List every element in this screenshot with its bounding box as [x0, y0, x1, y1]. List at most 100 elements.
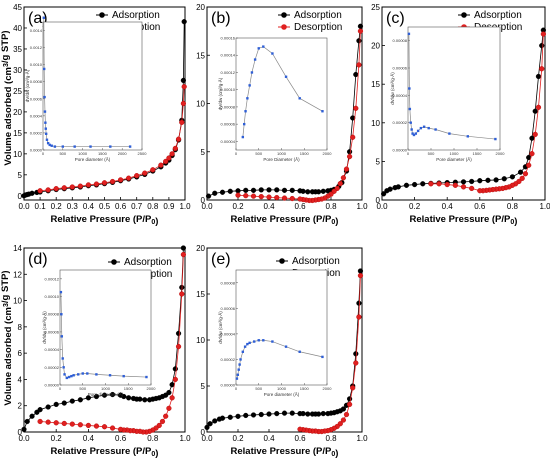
x-tick-label: 1.0	[356, 202, 368, 211]
y-tick-label: 10	[13, 297, 22, 306]
data-point	[529, 135, 535, 141]
y-tick-label: 14	[13, 244, 22, 253]
series-desorption	[428, 31, 546, 194]
inset-y-tick-label: 0.00002	[221, 357, 236, 362]
y-tick-label: 0	[201, 428, 206, 437]
inset-x-tick-label: 500	[79, 386, 86, 391]
data-point	[163, 413, 169, 419]
data-point	[126, 175, 132, 181]
inset-point	[237, 368, 240, 371]
x-tick-label: 0.1	[35, 202, 47, 211]
data-point	[316, 189, 322, 195]
x-axis-label: Relative Pressure (P/P0)	[51, 214, 159, 227]
legend-label: Adsorption	[112, 10, 160, 21]
data-point	[142, 170, 148, 176]
inset-point	[72, 374, 75, 377]
label-part: P	[145, 214, 152, 225]
data-point	[29, 190, 35, 196]
data-point	[85, 182, 92, 188]
y-tick-label: 0	[18, 428, 23, 437]
data-point	[532, 108, 538, 114]
data-point	[150, 167, 156, 173]
inset-point	[62, 366, 65, 369]
inset-point	[257, 47, 260, 50]
x-tick-label: 0.8	[325, 434, 337, 443]
inset-plot: 0 500 1000 1500 2000 0.00004 0.00006 0.00008 0.0…	[217, 36, 332, 163]
data-point	[300, 188, 306, 194]
data-point	[169, 395, 175, 401]
series-desorption	[297, 273, 364, 435]
x-tick-label: 0.5	[99, 202, 111, 211]
series-desorption	[235, 28, 364, 204]
data-point	[45, 404, 51, 410]
inset-point	[109, 145, 112, 148]
data-point	[29, 413, 35, 419]
inset-point	[243, 345, 247, 348]
data-point	[243, 412, 249, 419]
data-point	[357, 268, 364, 274]
inset-point	[410, 128, 413, 131]
y-tick-label: 35	[13, 45, 22, 54]
x-tick-label: 0.8	[147, 202, 159, 211]
x-tick-label: 0.0	[201, 202, 213, 211]
inset-point	[414, 132, 418, 135]
series-desorption	[37, 84, 187, 194]
x-tick-label: 1.0	[539, 202, 550, 211]
inset-point	[241, 135, 245, 139]
label-part: cm	[3, 307, 14, 321]
inset-frame	[407, 26, 501, 151]
panel-b: 0.0 0.2 0.4 0.6 0.8 1.0 0 5 10 15 20 Relative Press…	[196, 3, 368, 227]
data-point	[61, 420, 67, 427]
inset-y-tick-label: 0.0010	[30, 62, 43, 67]
label-part: Volume adsorbed (	[3, 320, 14, 406]
label-superscript: 3	[3, 303, 10, 307]
inset-frame	[42, 21, 143, 151]
inset-y-tick-label: 0.00010	[45, 294, 60, 299]
inset-frame	[235, 269, 328, 386]
y-tick-label: 45	[13, 3, 22, 12]
label-part: Relative Pressure (P/	[51, 446, 146, 457]
inset-point	[434, 128, 437, 131]
data-point	[175, 343, 182, 350]
data-point	[436, 181, 442, 187]
label-part: cm	[3, 67, 14, 81]
inset-y-label: dV/dw (cm³/g·Å)	[24, 69, 30, 102]
data-point	[526, 162, 532, 168]
inset-point	[248, 84, 251, 87]
panel-d: 0.0 0.2 0.4 0.6 0.8 1.0 0 2 4 6 8 10 12 14 Relative Pr…	[0, 244, 191, 459]
x-tick-label: 1.0	[179, 434, 191, 443]
data-point	[166, 405, 172, 411]
data-point	[179, 291, 185, 297]
x-tick-label: 0.8	[325, 202, 337, 211]
data-point	[53, 420, 59, 426]
inset-y-tick-label: 0.0006	[30, 96, 43, 101]
inset-point	[408, 87, 411, 90]
inset-point	[122, 374, 125, 378]
data-point	[101, 392, 108, 398]
legend-marker	[99, 12, 105, 18]
inset-x-tick-label: 1500	[98, 151, 108, 156]
data-point	[356, 300, 362, 306]
inset-y-tick-label: 0.00008	[221, 280, 236, 285]
inset-x-tick-label: 2000	[323, 386, 333, 391]
inset-point	[284, 75, 288, 78]
label-part: /g STP)	[0, 30, 11, 63]
inset-y-label: dV/dw (cm³/g·Å)	[217, 311, 223, 344]
data-point	[485, 177, 491, 183]
inset-x-tick-label: 500	[255, 386, 262, 391]
x-tick-label: 1.0	[356, 434, 368, 443]
data-point	[166, 389, 172, 396]
label-part: P	[145, 446, 152, 457]
inset-point	[42, 67, 46, 71]
data-point	[134, 173, 140, 179]
inset-point	[61, 145, 64, 148]
y-tick-label: 10	[371, 119, 380, 128]
data-point	[37, 188, 43, 194]
data-point	[403, 182, 410, 188]
inset-y-tick-label: 0.00006	[393, 66, 408, 71]
inset-plot: 0 500 1000 1500 2000 2500 0.0000 0.0002 0.0004 0.…	[24, 16, 147, 162]
data-point	[101, 180, 108, 186]
inset-plot: 0 500 1000 1500 2000 0.00000 0.00002 0.00004 0.0…	[217, 269, 333, 397]
inset-point	[77, 373, 80, 376]
y-tick-label: 0	[201, 196, 206, 205]
